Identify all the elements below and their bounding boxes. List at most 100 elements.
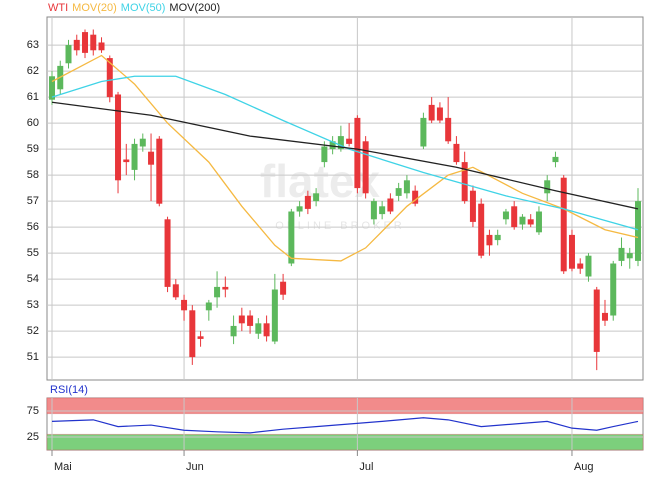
candle-body [544,180,551,194]
candle-body [428,104,435,121]
candle-body [49,76,55,100]
candle-body [486,234,493,246]
candle-body [329,141,336,150]
candle-body [98,42,105,51]
candle-body [189,310,196,358]
candle-body [106,58,113,98]
candle-body [511,206,518,228]
candle-body [313,193,320,202]
candle-body [577,263,584,269]
candle-body [263,323,270,337]
candle-body [362,141,369,194]
candle-body [156,138,163,204]
candle-body [387,198,394,212]
candle-body [346,138,353,144]
candle-body [494,234,501,241]
y-tick-label: 57 [27,195,39,207]
candle-body [478,203,485,256]
x-tick-label: Jul [359,461,373,473]
y-tick-label: 25 [27,431,39,443]
y-tick-label: 59 [27,143,39,155]
candle-body [453,143,460,163]
candle-body [593,289,600,352]
candle-body [502,211,509,220]
candle-body [90,34,97,51]
legend-entry: WTI [48,2,68,14]
watermark-sub: ONLINE BROKER [275,220,404,232]
candle-body [560,177,567,272]
moving-average [51,54,639,262]
watermark: flatex [260,155,381,207]
legend: WTI MOV(20) MOV(50) MOV(200) [48,2,220,14]
y-tick-label: 56 [27,221,39,233]
candle-body [379,206,386,215]
candle-body [626,253,633,259]
candle-body [197,336,204,339]
y-tick-label: 55 [27,247,39,259]
y-tick-label: 52 [27,325,39,337]
rsi-title: RSI(14) [50,384,88,396]
main-plot [46,16,644,381]
candle-body [115,94,122,181]
candle-body [436,107,443,121]
candle-body [354,117,361,189]
legend-entry: MOV(200) [169,2,220,14]
candle-body [601,312,608,321]
candle-body [527,219,534,225]
x-tick-label: Mai [54,461,72,473]
candle-body [123,159,130,163]
y-tick-label: 53 [27,299,39,311]
candle-body [395,188,402,196]
candle-body [65,45,72,64]
rsi-band [46,433,644,451]
y-tick-label: 60 [27,117,39,129]
candle-body [222,286,229,290]
y-tick-label: 51 [27,351,39,363]
y-tick-label: 58 [27,169,39,181]
candle-body [635,201,641,261]
candle-body [280,281,287,295]
candle-body [230,325,237,337]
candle-body [585,255,592,277]
candle-body [247,315,254,326]
candle-body [337,136,344,150]
candle-body [519,216,526,225]
candle-body [255,323,262,334]
candle-body [469,190,476,222]
candle-body [618,247,625,261]
candle-body [552,156,559,163]
candle-body [535,211,542,233]
candle-body [82,32,89,53]
candle-body [73,39,80,51]
y-tick-label: 54 [27,273,39,285]
candle-body [172,284,179,298]
candle-body [445,117,452,142]
rsi-line [51,417,639,434]
candle-body [214,286,221,298]
candle-body [610,263,617,316]
x-tick-label: Jun [186,461,204,473]
candle-body [131,143,138,170]
candle-body [461,162,468,202]
candle-body [370,201,377,220]
candle-body [288,211,295,264]
legend-entry: MOV(20) [72,2,117,14]
candle-body [238,315,245,324]
candle-body [296,206,303,212]
candle-body [403,180,410,194]
moving-average [51,101,639,210]
y-tick-label: 75 [27,405,39,417]
candle-body [321,146,328,163]
moving-average [51,75,639,231]
candle-body [164,219,171,287]
y-tick-label: 63 [27,39,39,51]
candle-body [139,138,146,147]
candle-body [412,190,419,204]
candle-body [568,234,575,269]
candle-body [420,117,427,147]
x-tick-label: Aug [574,461,594,473]
candle-body [205,302,212,311]
rsi-band [46,397,644,415]
candle-body [271,289,278,342]
